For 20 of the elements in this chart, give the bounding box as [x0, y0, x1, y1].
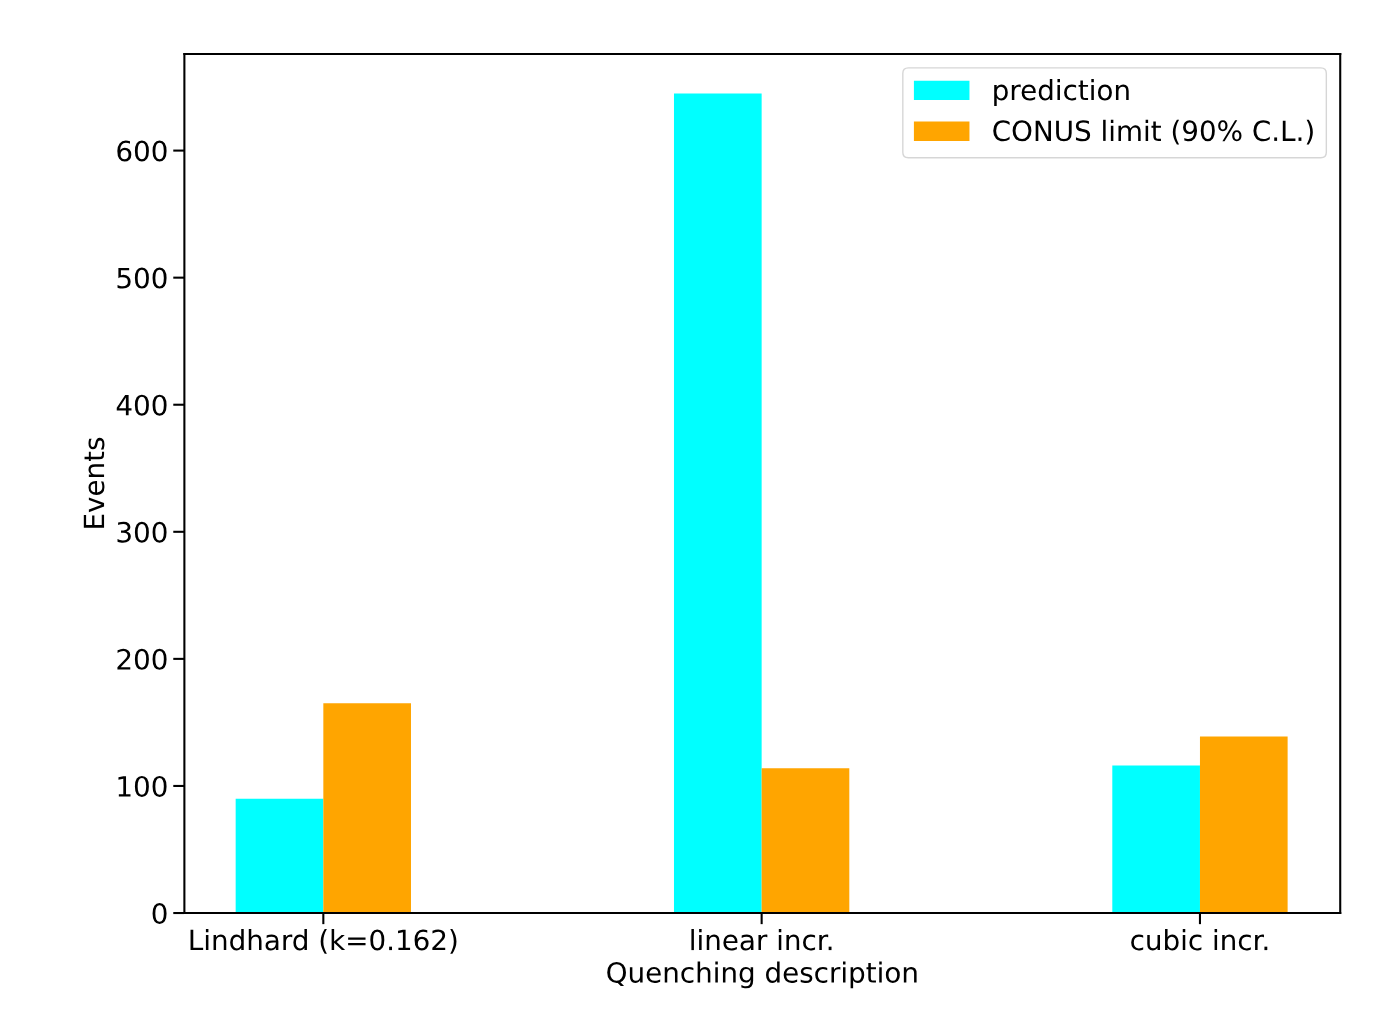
- y-tick-label: 500: [117, 267, 167, 289]
- legend-label: CONUS limit (90% C.L.): [993, 119, 1313, 145]
- y-tick-label: 100: [118, 775, 167, 797]
- x-tick-label: cubic incr.: [1131, 929, 1268, 951]
- y-axis-title: Events: [83, 437, 105, 528]
- x-tick-label: linear incr.: [691, 929, 832, 951]
- y-tick-label: 600: [117, 140, 167, 162]
- y-tick-label: 400: [116, 394, 167, 416]
- y-tick-label: 200: [117, 648, 167, 670]
- y-tick-label: 0: [152, 902, 167, 924]
- x-axis-title: Quenching description: [607, 961, 917, 989]
- bar: [761, 768, 850, 914]
- bar: [1112, 765, 1200, 914]
- bar: [235, 798, 324, 914]
- bar: [673, 93, 762, 914]
- legend-label: prediction: [994, 79, 1129, 106]
- y-tick-label: 300: [117, 521, 167, 543]
- bar: [1199, 736, 1288, 914]
- x-tick-label: Lindhard (k=0.162): [190, 929, 457, 954]
- bar: [323, 703, 411, 914]
